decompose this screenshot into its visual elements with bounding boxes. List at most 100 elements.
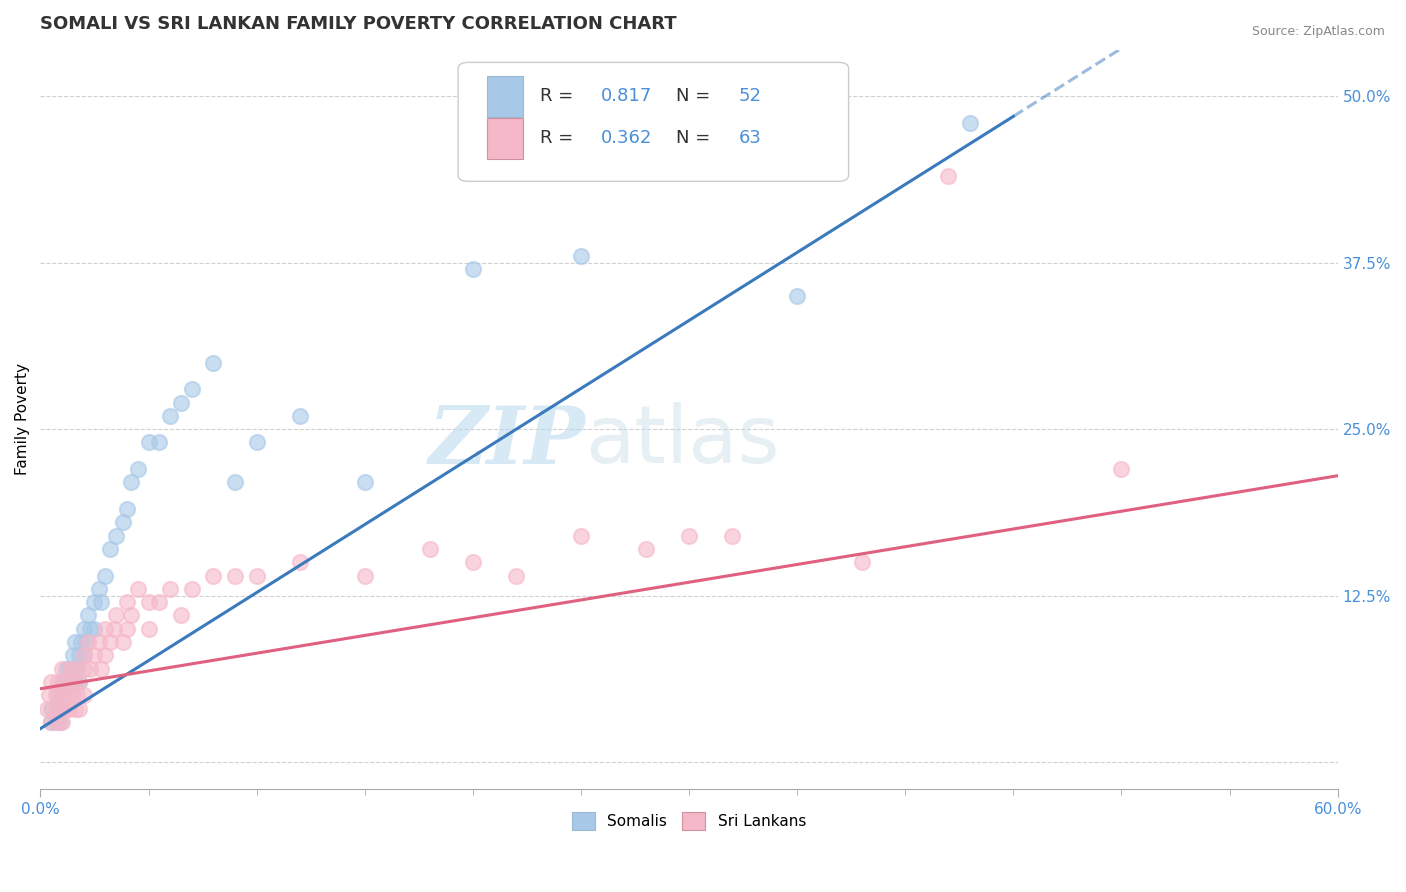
Point [51, 689, 73, 703]
Point [148, 435, 170, 450]
Point [180, 382, 202, 396]
Point [94, 648, 117, 663]
Point [73, 648, 96, 663]
Point [73, 622, 96, 636]
Point [159, 582, 181, 596]
Point [70, 635, 93, 649]
Point [55, 689, 77, 703]
Point [721, 528, 744, 542]
Point [105, 608, 128, 623]
Point [58, 689, 80, 703]
Point [138, 595, 160, 609]
Point [42, 701, 65, 715]
Point [246, 568, 269, 582]
Point [170, 608, 193, 623]
Point [353, 568, 375, 582]
Point [39, 701, 62, 715]
FancyBboxPatch shape [486, 118, 523, 159]
Point [288, 409, 311, 423]
Point [505, 568, 527, 582]
Point [58, 662, 80, 676]
Point [115, 502, 138, 516]
Point [63, 675, 86, 690]
Point [67, 648, 90, 663]
Point [938, 169, 960, 184]
Point [67, 701, 90, 715]
Text: 0.362: 0.362 [600, 129, 652, 147]
Point [73, 689, 96, 703]
Point [83, 648, 105, 663]
Point [461, 555, 484, 569]
Point [46, 689, 69, 703]
Point [77, 608, 100, 623]
Point [127, 582, 149, 596]
Point [120, 608, 142, 623]
Point [45, 689, 67, 703]
Point [120, 475, 142, 490]
Text: 52: 52 [738, 87, 761, 105]
Point [105, 528, 128, 542]
Point [138, 435, 160, 450]
Point [59, 675, 82, 690]
Point [55, 675, 77, 690]
Point [59, 662, 82, 676]
Point [73, 662, 96, 676]
Point [39, 675, 62, 690]
Point [83, 622, 105, 636]
Point [246, 435, 269, 450]
Point [53, 701, 76, 715]
Y-axis label: Family Poverty: Family Poverty [15, 363, 30, 475]
Point [38, 689, 60, 703]
Point [55, 662, 77, 676]
Point [35, 701, 58, 715]
Point [63, 635, 86, 649]
Point [75, 635, 97, 649]
Point [103, 622, 125, 636]
Point [73, 648, 96, 663]
Point [79, 662, 101, 676]
Point [98, 541, 121, 556]
Point [66, 689, 89, 703]
Point [62, 675, 84, 690]
Point [51, 662, 73, 676]
Point [786, 289, 808, 303]
Point [202, 356, 225, 370]
Point [353, 475, 375, 490]
Point [87, 582, 110, 596]
Legend: Somalis, Sri Lankans: Somalis, Sri Lankans [567, 805, 813, 837]
Point [90, 595, 112, 609]
Point [39, 714, 62, 729]
Point [224, 475, 246, 490]
Point [45, 714, 67, 729]
Point [959, 116, 981, 130]
Text: 0.817: 0.817 [600, 87, 652, 105]
Point [62, 648, 84, 663]
Point [51, 701, 73, 715]
Text: R =: R = [540, 87, 579, 105]
Point [148, 595, 170, 609]
Point [51, 714, 73, 729]
Point [180, 582, 202, 596]
Point [98, 635, 121, 649]
Text: Source: ZipAtlas.com: Source: ZipAtlas.com [1251, 25, 1385, 38]
Point [94, 622, 117, 636]
Point [170, 395, 193, 409]
Point [83, 595, 105, 609]
Point [851, 555, 873, 569]
Point [79, 622, 101, 636]
Point [62, 662, 84, 676]
Point [55, 675, 77, 690]
Text: N =: N = [676, 129, 716, 147]
Point [634, 541, 657, 556]
Point [62, 689, 84, 703]
Point [202, 568, 225, 582]
Point [224, 568, 246, 582]
Point [115, 622, 138, 636]
Point [138, 622, 160, 636]
Text: SOMALI VS SRI LANKAN FAMILY POVERTY CORRELATION CHART: SOMALI VS SRI LANKAN FAMILY POVERTY CORR… [41, 15, 678, 33]
Point [461, 262, 484, 277]
FancyBboxPatch shape [458, 62, 849, 181]
Point [46, 714, 69, 729]
Point [49, 701, 72, 715]
Point [569, 528, 592, 542]
